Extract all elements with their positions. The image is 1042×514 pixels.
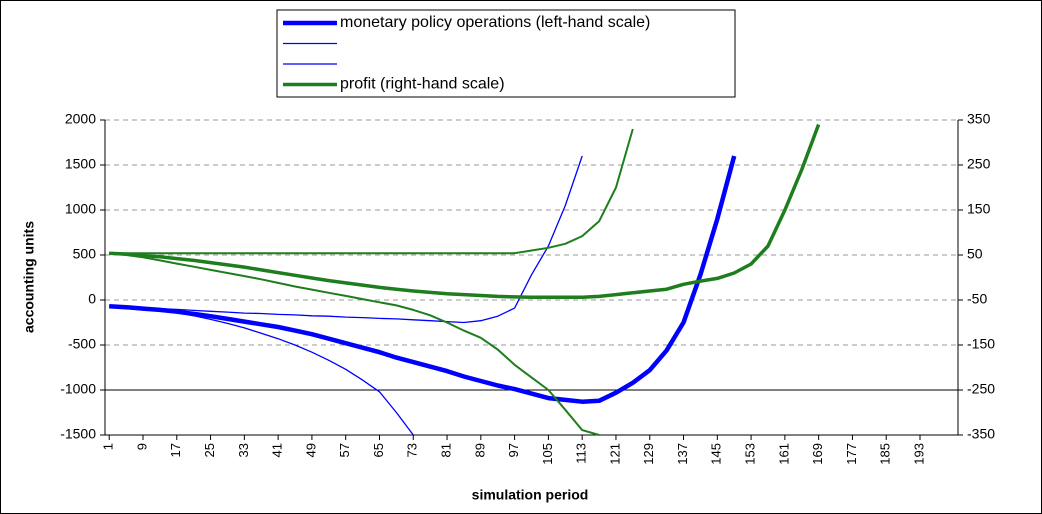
y2-tick-label: 50	[967, 246, 983, 262]
series-line	[109, 155, 737, 404]
x-tick-label: 153	[743, 443, 758, 465]
x-tick-label: 65	[371, 443, 386, 457]
x-tick-label: 41	[270, 443, 285, 457]
y-tick-label: 1500	[65, 156, 96, 172]
y-tick-label: 1000	[65, 201, 96, 217]
x-tick-label: 193	[911, 443, 926, 465]
x-tick-label: 81	[438, 443, 453, 457]
y-tick-label: -500	[68, 336, 96, 352]
series-line	[109, 123, 821, 300]
y-tick-label: 0	[88, 291, 96, 307]
x-tick-label: 89	[472, 443, 487, 457]
y-tick-label: 2000	[65, 111, 96, 127]
x-tick-label: 121	[607, 443, 622, 465]
x-tick-label: 169	[810, 443, 825, 465]
x-tick-label: 57	[337, 443, 352, 457]
y2-tick-label: -250	[967, 381, 995, 397]
x-tick-label: 137	[675, 443, 690, 465]
series-line	[109, 305, 414, 436]
legend-label: profit (right-hand scale)	[340, 76, 505, 93]
x-tick-label: 73	[405, 443, 420, 457]
y2-tick-label: 250	[967, 156, 991, 172]
y-axis-title: accounting units	[21, 221, 37, 333]
x-tick-label: 49	[303, 443, 318, 457]
y-tick-label: 500	[73, 246, 97, 262]
x-tick-label: 145	[709, 443, 724, 465]
legend-label: monetary policy operations (left-hand sc…	[340, 14, 650, 31]
plot-lines	[109, 123, 821, 436]
y2-tick-label: -50	[967, 291, 987, 307]
x-tick-label: 1	[101, 443, 116, 450]
series-line	[109, 155, 583, 324]
x-tick-label: 105	[540, 443, 555, 465]
y2-tick-label: 150	[967, 201, 991, 217]
x-tick-label: 97	[506, 443, 521, 457]
legend-box	[276, 9, 736, 98]
y2-tick-label: 350	[967, 111, 991, 127]
y2-tick-label: -350	[967, 426, 995, 442]
x-tick-label: 177	[844, 443, 859, 465]
x-tick-label: 17	[168, 443, 183, 457]
series-line	[109, 252, 600, 436]
x-tick-label: 161	[776, 443, 791, 465]
y-tick-label: -1000	[60, 381, 96, 397]
x-tick-label: 113	[574, 443, 589, 464]
y-tick-label: -1500	[60, 426, 96, 442]
x-tick-label: 25	[202, 443, 217, 457]
x-tick-label: 9	[134, 443, 149, 450]
series-line	[109, 128, 634, 255]
x-tick-label: 33	[236, 443, 251, 457]
x-tick-label: 185	[878, 443, 893, 465]
x-tick-label: 129	[641, 443, 656, 465]
x-axis-title: simulation period	[472, 487, 589, 503]
y2-tick-label: -150	[967, 336, 995, 352]
